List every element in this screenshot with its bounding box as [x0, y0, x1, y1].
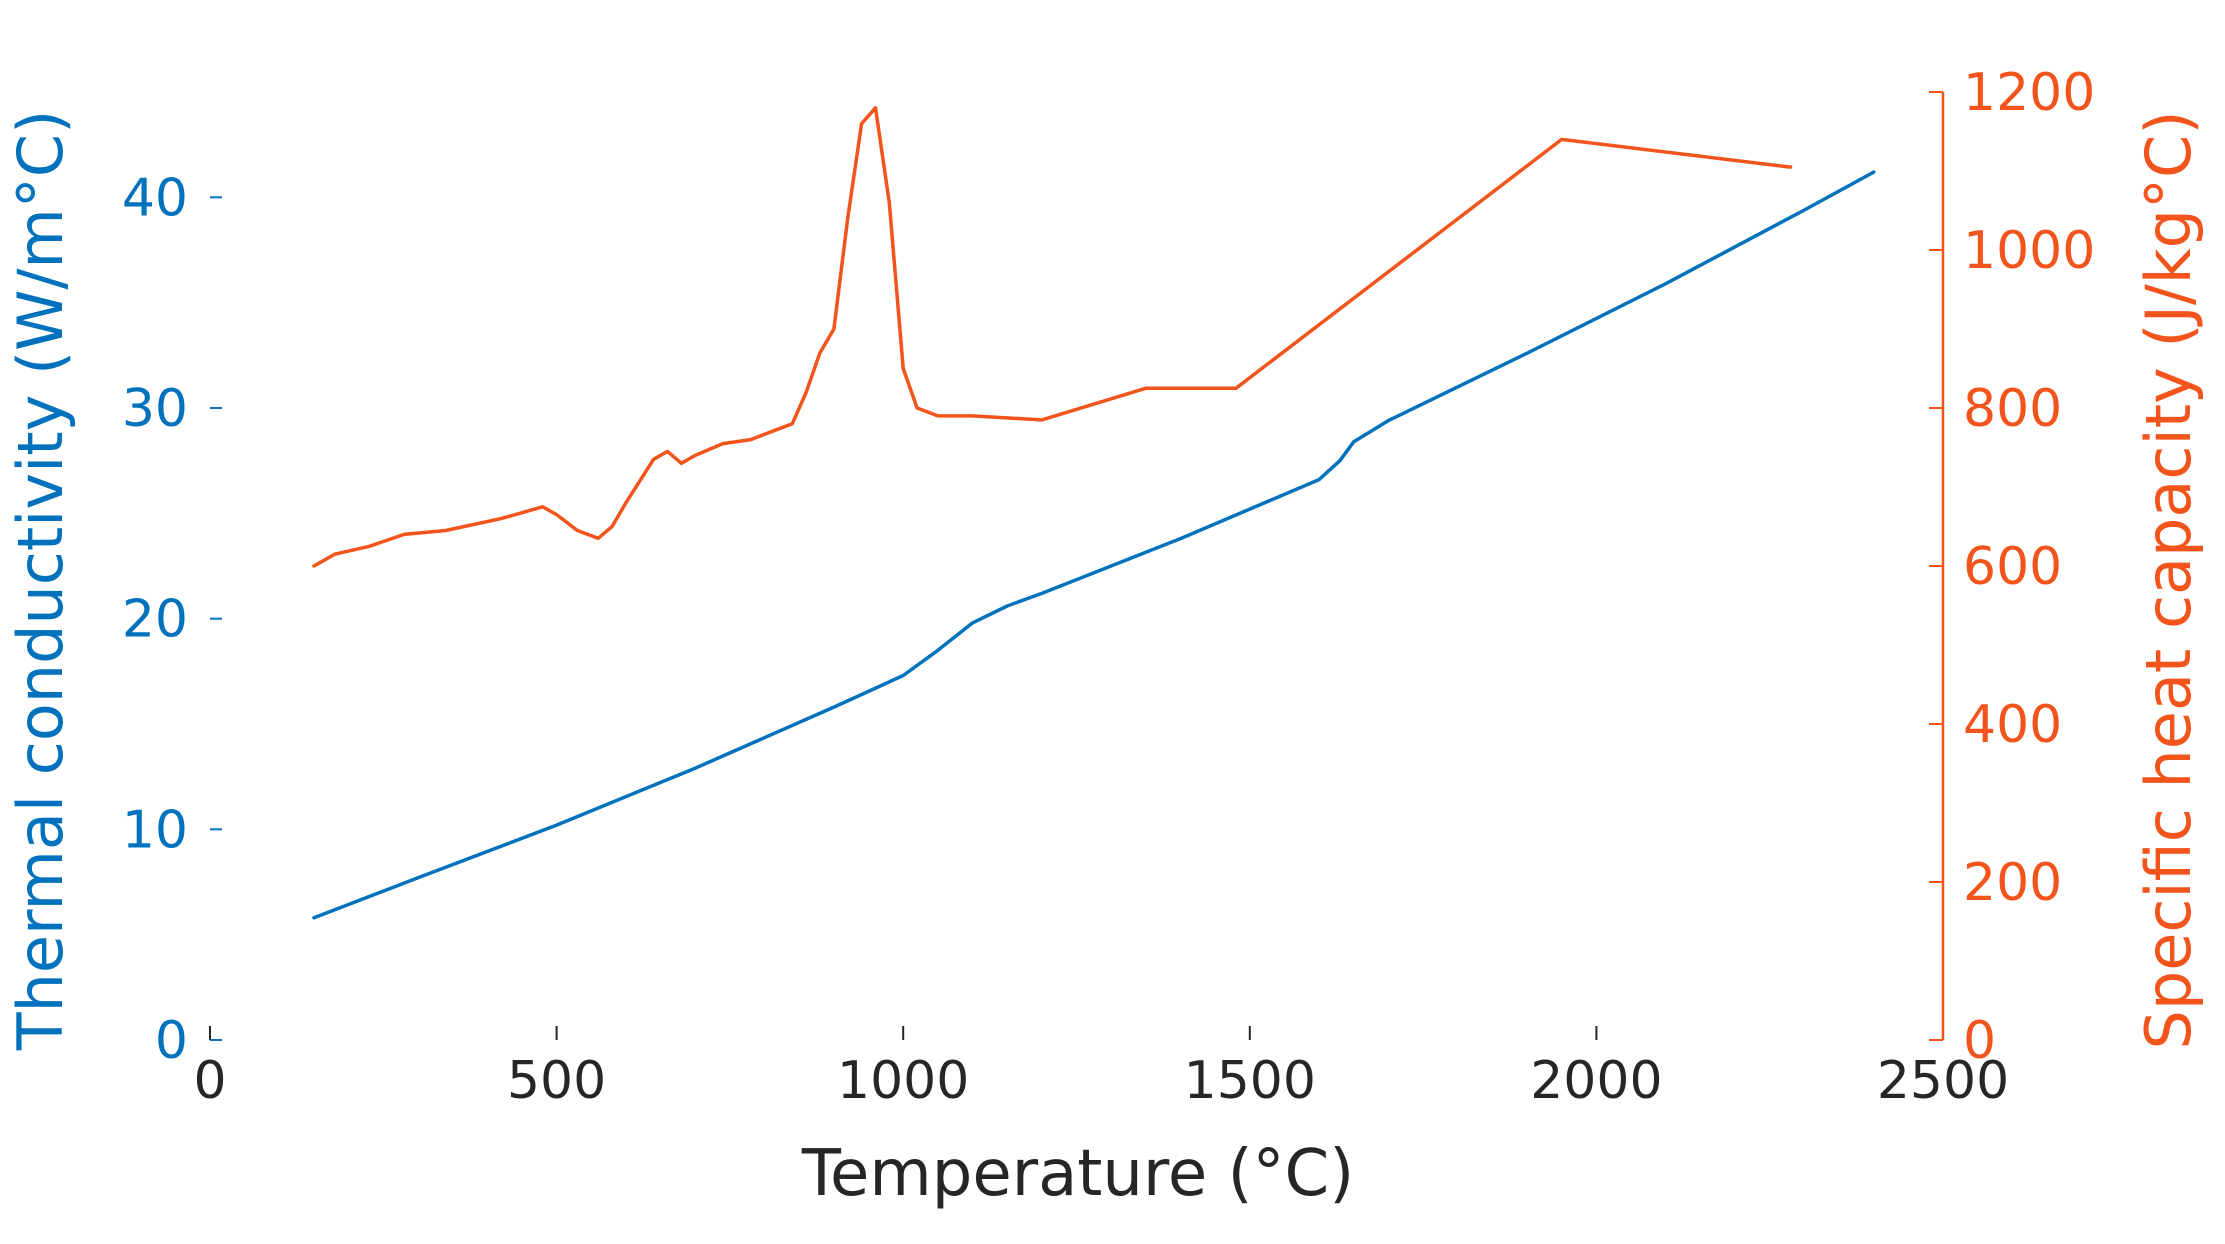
specific-heat-capacity-line [312, 106, 1793, 568]
y-axis-left-label: Thermal conductivity (W/m°C) [4, 110, 77, 1052]
y-left-tick-label: 20 [122, 590, 188, 650]
y-axis-left: 0 10 20 30 40 [122, 168, 222, 1071]
thermal-conductivity-line [312, 170, 1876, 920]
y-right-tick-label: 0 [1963, 1011, 1996, 1071]
y-axis-right: 0 200 400 600 800 1000 1200 [1929, 63, 2095, 1071]
y-right-tick-label: 400 [1963, 695, 2062, 755]
x-axis-label: Temperature (°C) [801, 1137, 1354, 1211]
x-tick-label: 0 [193, 1051, 226, 1111]
series-layer [312, 106, 1876, 920]
y-left-tick-label: 40 [122, 168, 188, 228]
y-right-tick-label: 1000 [1963, 221, 2095, 281]
x-tick-label: 500 [507, 1051, 606, 1111]
x-axis: 0 500 1000 1500 2000 2500 [193, 1026, 2009, 1111]
x-tick-label: 1500 [1184, 1051, 1316, 1111]
x-tick-label: 1000 [837, 1051, 969, 1111]
y-right-tick-label: 600 [1963, 537, 2062, 597]
x-tick-label: 2500 [1877, 1051, 2009, 1111]
y-axis-right-label: Specific heat capacity (J/kg°C) [2132, 110, 2205, 1049]
y-left-tick-label: 0 [155, 1011, 188, 1071]
x-tick-label: 2000 [1530, 1051, 1662, 1111]
y-right-tick-label: 200 [1963, 853, 2062, 913]
y-left-tick-label: 10 [122, 800, 188, 860]
y-left-tick-label: 30 [122, 379, 188, 439]
y-right-tick-label: 1200 [1963, 63, 2095, 123]
y-right-tick-label: 800 [1963, 379, 2062, 439]
